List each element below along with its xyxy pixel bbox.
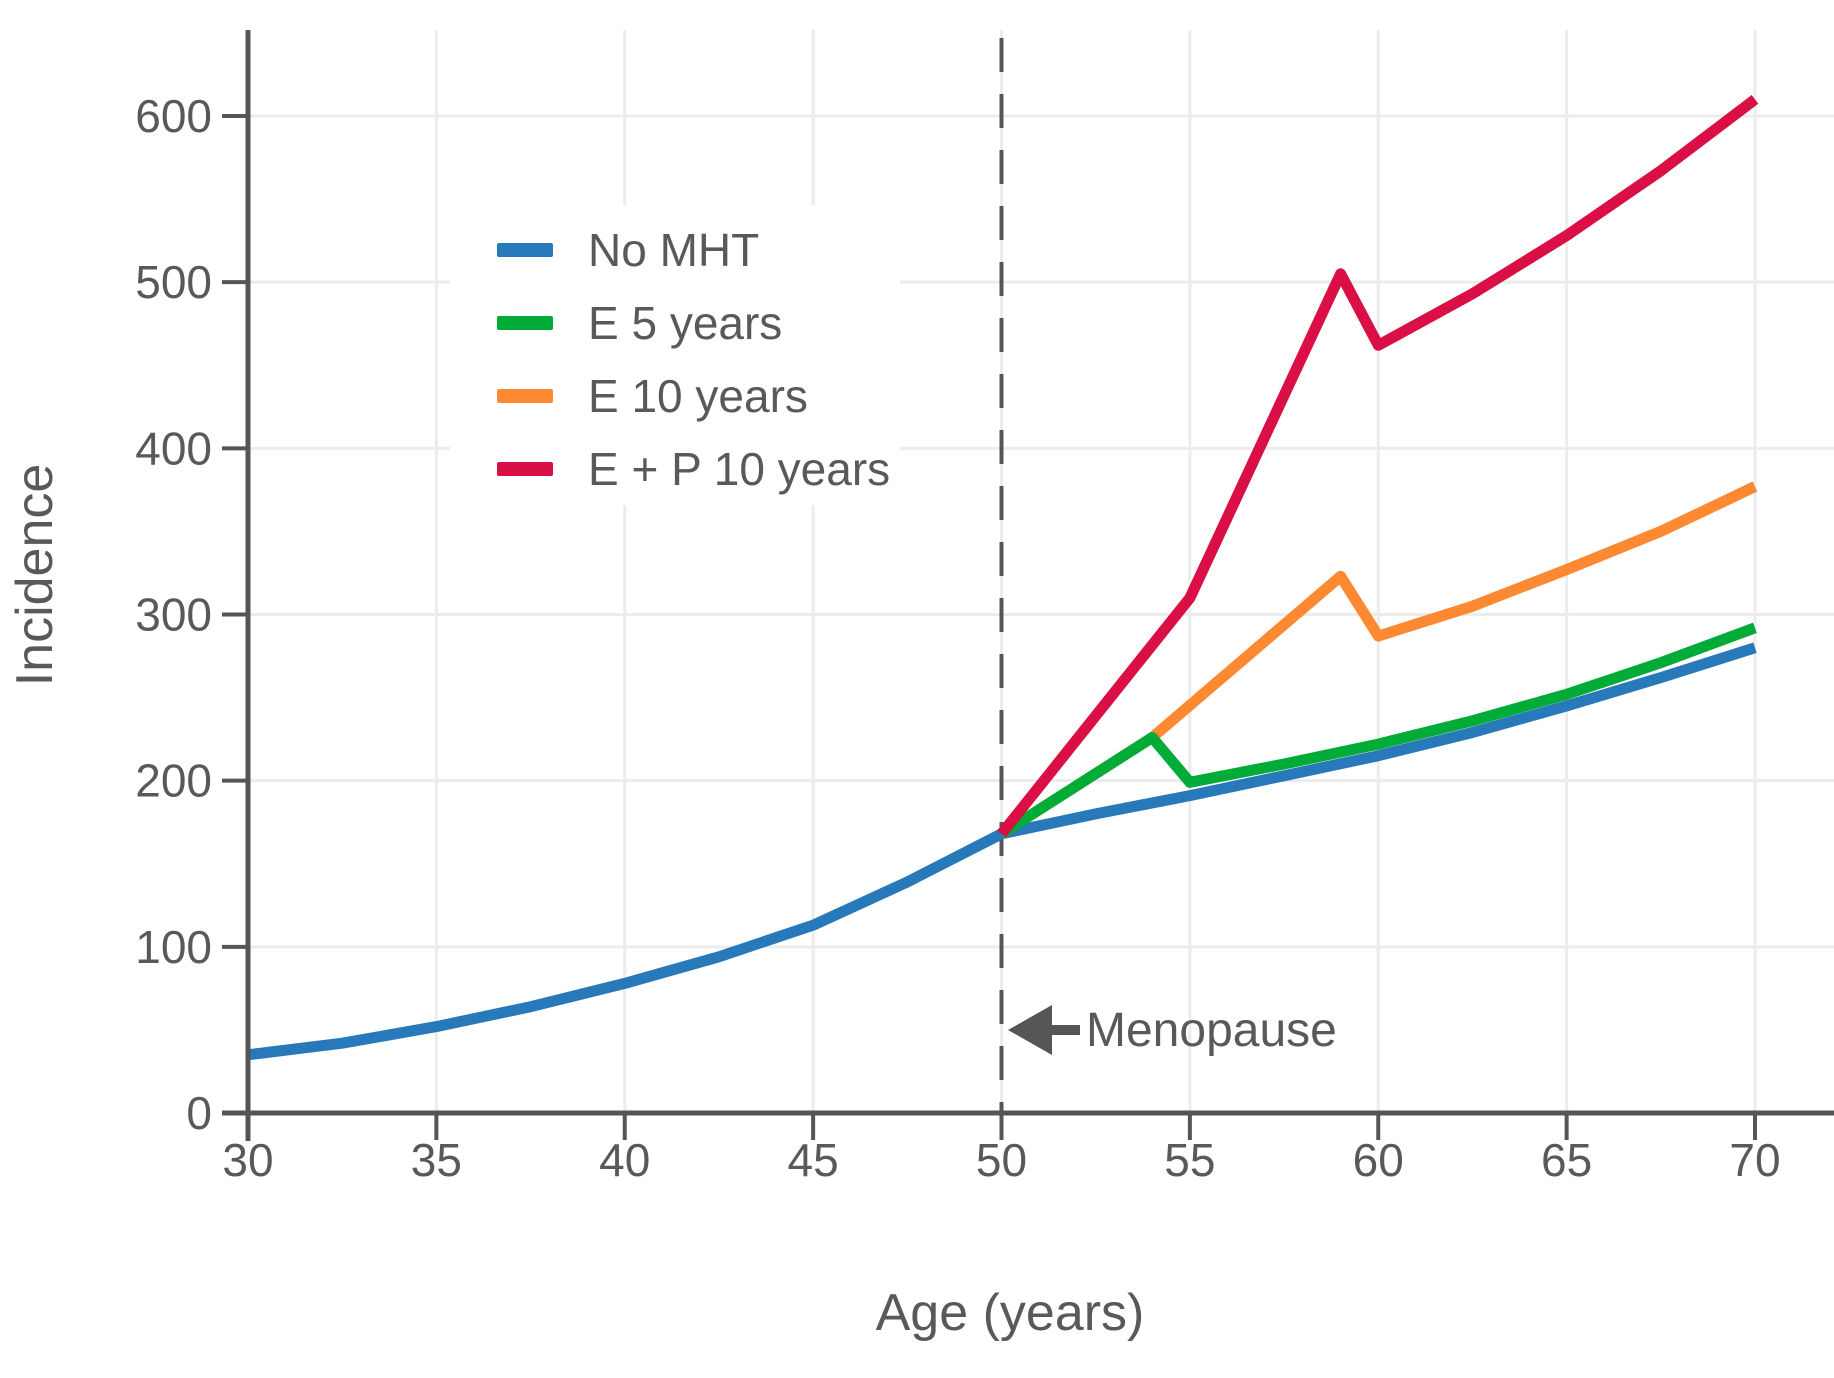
- legend-swatch: [497, 243, 553, 257]
- series-line-e-5-years: [998, 622, 1757, 839]
- legend-label: E + P 10 years: [588, 443, 890, 495]
- x-tick-label: 60: [1353, 1134, 1404, 1186]
- legend-swatch: [497, 389, 553, 403]
- left-arrow-icon: [1008, 1005, 1080, 1055]
- x-tick-label: 70: [1729, 1134, 1780, 1186]
- legend-item: E 10 years: [497, 370, 808, 422]
- legend-label: No MHT: [588, 224, 759, 276]
- y-tick-label: 100: [135, 921, 212, 973]
- x-tick-label: 45: [788, 1134, 839, 1186]
- y-tick-label: 300: [135, 588, 212, 640]
- series-line-e-10-years: [998, 481, 1758, 839]
- legend-swatch: [497, 462, 553, 476]
- series-lines: [247, 95, 1759, 1061]
- y-tick-label: 500: [135, 256, 212, 308]
- y-tick-label: 600: [135, 90, 212, 142]
- axes: 30 35 40 45 50 55 60 65 70 0 100 200 300 400 500 600: [135, 30, 1834, 1186]
- x-tick-label: 35: [411, 1134, 462, 1186]
- menopause-label: Menopause: [1086, 1004, 1337, 1057]
- x-tick-label: 55: [1164, 1134, 1215, 1186]
- y-tick-label: 0: [186, 1087, 212, 1139]
- legend-label: E 5 years: [588, 297, 782, 349]
- legend-item: No MHT: [497, 224, 759, 276]
- x-axis-title: Age (years): [876, 1284, 1145, 1342]
- x-tick-label: 30: [222, 1134, 273, 1186]
- gridlines: [248, 30, 1834, 1113]
- x-tick-label: 50: [976, 1134, 1027, 1186]
- legend-swatch: [497, 316, 553, 330]
- legend-label: E 10 years: [588, 370, 808, 422]
- legend-item: E 5 years: [497, 297, 782, 349]
- y-tick-label: 400: [135, 422, 212, 474]
- legend: No MHT E 5 years E 10 years E + P 10 years: [497, 224, 890, 495]
- x-tick-label: 65: [1541, 1134, 1592, 1186]
- y-axis-title: Incidence: [6, 464, 64, 687]
- y-tick-label: 200: [135, 755, 212, 807]
- series-line-e-p-10-years: [997, 95, 1759, 838]
- x-tick-label: 40: [599, 1134, 650, 1186]
- menopause-annotation: Menopause: [1008, 1004, 1337, 1057]
- legend-item: E + P 10 years: [497, 443, 890, 495]
